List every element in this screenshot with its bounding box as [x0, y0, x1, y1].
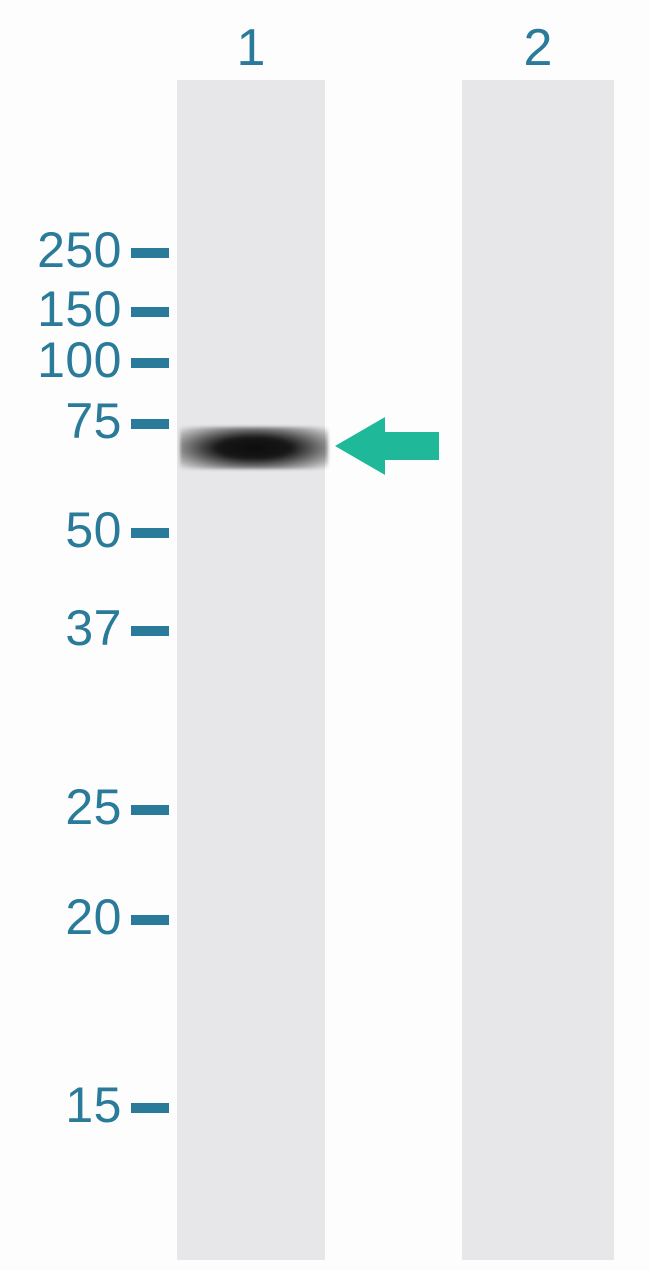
marker-value-250: 250	[37, 221, 122, 279]
marker-tick-100	[131, 358, 169, 368]
marker-value-37: 37	[65, 599, 122, 657]
marker-value-75: 75	[65, 392, 122, 450]
lane-label-1: 1	[237, 18, 266, 78]
marker-tick-37	[131, 626, 169, 636]
marker-value-15: 15	[65, 1076, 122, 1134]
lane-2	[462, 80, 614, 1260]
lane-label-2: 2	[524, 18, 553, 78]
marker-value-20: 20	[65, 888, 122, 946]
marker-tick-75	[131, 419, 169, 429]
marker-tick-150	[131, 307, 169, 317]
marker-tick-20	[131, 915, 169, 925]
marker-value-100: 100	[37, 331, 122, 389]
lane-1	[177, 80, 325, 1260]
protein-band-lane-1	[180, 427, 328, 469]
marker-tick-25	[131, 805, 169, 815]
marker-value-150: 150	[37, 280, 122, 338]
marker-tick-15	[131, 1103, 169, 1113]
blot-canvas: 1 2 25015010075 50 37 25 20 15	[0, 0, 650, 1270]
indicator-arrow	[335, 417, 439, 475]
marker-value-25: 25	[65, 778, 122, 836]
marker-value-50: 50	[65, 501, 122, 559]
marker-tick-250	[131, 248, 169, 258]
marker-tick-50	[131, 528, 169, 538]
